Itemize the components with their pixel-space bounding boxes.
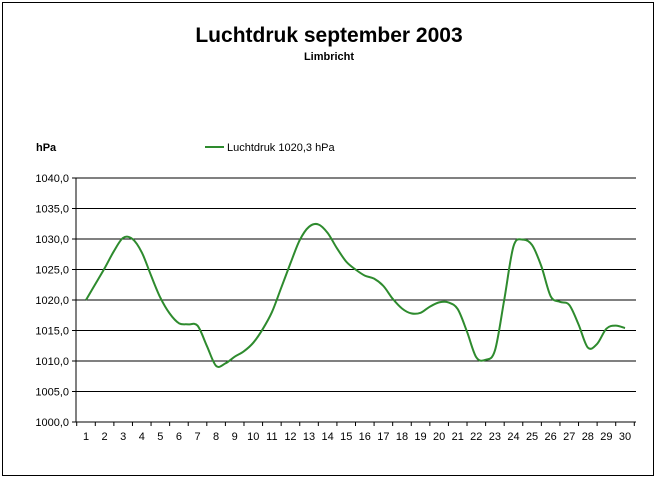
x-tick-label: 22: [470, 431, 482, 443]
x-tick-label: 12: [284, 431, 296, 443]
series-line-luchtdruk: [85, 222, 626, 368]
chart-subtitle: Limbricht: [304, 51, 354, 63]
x-tick-label: 28: [582, 431, 594, 443]
x-tick-label: 20: [433, 431, 445, 443]
series-layer: [85, 222, 626, 368]
y-tick-label: 1005,0: [35, 387, 69, 399]
chart-title: Luchtdruk september 2003: [195, 24, 462, 47]
legend-entry: Luchtdruk 1020,3 hPa: [227, 142, 336, 154]
x-tick-label: 8: [213, 431, 219, 443]
x-tick-label: 17: [377, 431, 389, 443]
x-tick-label: 14: [321, 431, 333, 443]
y-tick-labels: 1000,0 1005,0 1010,0 1015,0 1020,0 1025,0 1030…: [35, 173, 69, 429]
y-tick-label: 1015,0: [35, 326, 69, 338]
x-tick-label: 5: [157, 431, 163, 443]
x-tick-label: 18: [396, 431, 408, 443]
x-tick-label: 3: [120, 431, 126, 443]
x-tick-label: 24: [507, 431, 519, 443]
y-tick-label: 1020,0: [35, 295, 69, 307]
x-tick-label: 29: [600, 431, 612, 443]
gridlines: [76, 177, 636, 392]
x-tick-label: 4: [139, 431, 145, 443]
y-tick-label: 1030,0: [35, 234, 69, 246]
y-tick-label: 1010,0: [35, 356, 69, 368]
x-tick-label: 11: [266, 431, 277, 443]
x-tick-label: 25: [526, 431, 538, 443]
x-tick-label: 13: [303, 431, 315, 443]
x-tick-label: 9: [232, 431, 238, 443]
x-tick-label: 10: [247, 431, 259, 443]
y-tick-label: 1025,0: [35, 265, 69, 277]
x-tick-labels: 1 2 3 4 5 6 7 8 9 10 11 12 13 14 15 16 17 18 19 20 21 22 23 24 2…: [83, 431, 631, 443]
x-tick-label: 21: [452, 431, 464, 443]
y-axis-unit-label: hPa: [36, 142, 57, 154]
x-tick-label: 1: [83, 431, 89, 443]
legend: Luchtdruk 1020,3 hPa: [205, 142, 336, 154]
x-tick-label: 7: [194, 431, 200, 443]
x-tick-label: 6: [176, 431, 182, 443]
y-tick-label: 1040,0: [35, 173, 69, 185]
x-tick-label: 16: [359, 431, 371, 443]
x-tick-label: 19: [414, 431, 426, 443]
x-tick-label: 26: [545, 431, 557, 443]
x-tick-label: 30: [619, 431, 631, 443]
y-tick-label: 1000,0: [35, 417, 69, 429]
x-tick-label: 2: [102, 431, 108, 443]
x-tick-label: 15: [340, 431, 352, 443]
x-tick-label: 23: [489, 431, 501, 443]
axes: [72, 177, 636, 426]
x-tick-label: 27: [563, 431, 575, 443]
y-tick-label: 1035,0: [35, 204, 69, 216]
